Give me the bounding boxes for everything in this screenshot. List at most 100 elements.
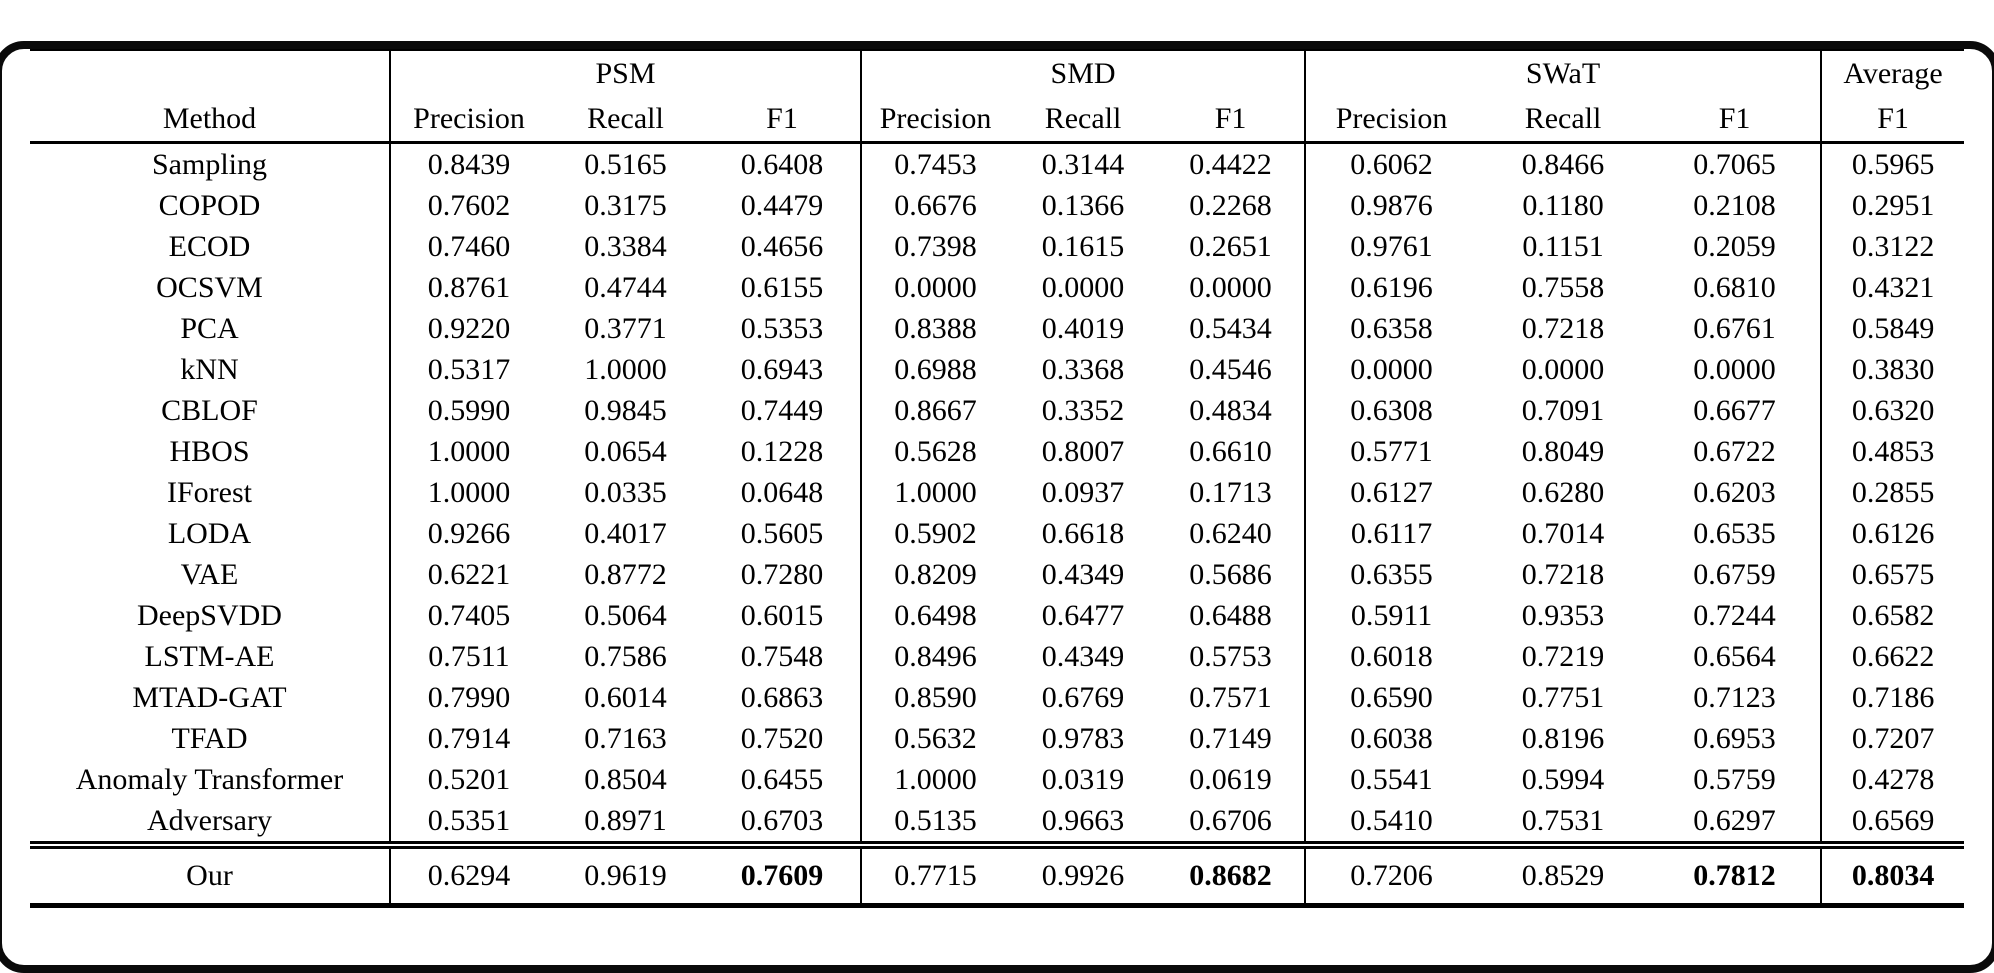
value-cell: 0.6488 <box>1189 598 1272 632</box>
table-row: Sampling 0.8439 0.5165 0.6408 0.7453 0.3144 0.… <box>30 142 1965 185</box>
value-cell: 0.0000 <box>1693 352 1776 386</box>
value-cell: 0.9845 <box>584 393 667 427</box>
header-smd-f1: F1 <box>1157 97 1306 144</box>
value-cell: 0.6677 <box>1693 393 1776 427</box>
value-cell: 1.0000 <box>389 472 547 513</box>
value-cell: 0.6535 <box>1693 516 1776 550</box>
value-cell: 0.5628 <box>860 431 1010 472</box>
value-cell: 0.7511 <box>389 636 547 677</box>
value-cell: 0.1228 <box>740 434 824 468</box>
value-cell: 0.5135 <box>860 800 1010 845</box>
value-cell: 0.7609 <box>704 841 862 906</box>
value-cell: 0.7280 <box>740 557 824 591</box>
method-cell: kNN <box>180 352 239 386</box>
value-cell: 0.6622 <box>1820 636 1965 677</box>
value-cell: 0.5541 <box>1304 759 1478 800</box>
table-row: VAE 0.6221 0.8772 0.7280 0.8209 0.4349 0.5686 0… <box>30 554 1965 595</box>
value-cell: 0.2651 <box>1189 229 1272 263</box>
value-cell: 0.6761 <box>1693 311 1776 345</box>
value-cell: 0.9761 <box>1304 226 1478 267</box>
value-cell: 0.6676 <box>860 185 1010 226</box>
value-cell: 0.7218 <box>1521 311 1605 345</box>
value-cell: 0.8496 <box>860 636 1010 677</box>
value-cell: 0.7586 <box>584 639 667 673</box>
value-cell: 0.6308 <box>1304 390 1478 431</box>
value-cell: 0.8971 <box>584 803 667 837</box>
value-cell: 0.7558 <box>1521 270 1605 304</box>
value-cell: 0.5605 <box>740 516 824 550</box>
value-cell: 0.6240 <box>1189 516 1272 550</box>
value-cell: 0.3122 <box>1820 226 1965 267</box>
value-cell: 1.0000 <box>389 431 547 472</box>
value-cell: 0.6953 <box>1693 721 1776 755</box>
value-cell: 0.7218 <box>1521 557 1605 591</box>
header-swat-f1: F1 <box>1649 97 1822 144</box>
value-cell: 0.5911 <box>1304 595 1478 636</box>
table-row: DeepSVDD 0.7405 0.5064 0.6015 0.6498 0.6477 0.… <box>30 595 1965 636</box>
value-cell: 0.2855 <box>1820 472 1965 513</box>
value-cell: 0.9783 <box>1041 721 1125 755</box>
value-cell: 0.6297 <box>1693 803 1776 837</box>
value-cell: 0.7531 <box>1521 803 1605 837</box>
value-cell: 0.3368 <box>1041 352 1125 386</box>
value-cell: 0.7149 <box>1189 721 1272 755</box>
value-cell: 0.7065 <box>1693 147 1776 181</box>
value-cell: 0.8209 <box>860 554 1010 595</box>
value-cell: 0.5990 <box>389 390 547 431</box>
value-cell: 0.2108 <box>1693 188 1776 222</box>
value-cell: 0.6358 <box>1304 308 1478 349</box>
method-cell: LSTM-AE <box>144 639 275 673</box>
value-cell: 0.7751 <box>1521 680 1605 714</box>
value-cell: 0.7091 <box>1521 393 1605 427</box>
value-cell: 0.7163 <box>584 721 667 755</box>
value-cell: 0.8772 <box>584 557 667 591</box>
method-cell: MTAD-GAT <box>132 680 287 714</box>
value-cell: 0.9876 <box>1304 185 1478 226</box>
value-cell: 0.3771 <box>584 311 667 345</box>
method-cell: TFAD <box>171 721 248 755</box>
value-cell: 0.4834 <box>1189 393 1272 427</box>
header-metrics-row: Method Precision Recall F1 Precision Rec… <box>30 97 1965 144</box>
value-cell: 0.8439 <box>389 142 547 185</box>
value-cell: 0.7206 <box>1304 841 1478 906</box>
value-cell: 0.6355 <box>1304 554 1478 595</box>
value-cell: 0.8590 <box>860 677 1010 718</box>
value-cell: 0.7914 <box>389 718 547 759</box>
value-cell: 0.6610 <box>1189 434 1272 468</box>
value-cell: 1.0000 <box>584 352 667 386</box>
value-cell: 0.7244 <box>1693 598 1776 632</box>
value-cell: 0.7715 <box>860 841 1010 906</box>
value-cell: 0.6810 <box>1693 270 1776 304</box>
value-cell: 0.6769 <box>1041 680 1125 714</box>
value-cell: 0.6203 <box>1693 475 1776 509</box>
header-swat-recall: Recall <box>1477 97 1650 144</box>
value-cell: 0.4422 <box>1189 147 1272 181</box>
value-cell: 0.2268 <box>1189 188 1272 222</box>
value-cell: 0.6196 <box>1304 267 1478 308</box>
value-cell: 0.8388 <box>860 308 1010 349</box>
value-cell: 0.5434 <box>1189 311 1272 345</box>
value-cell: 0.6569 <box>1820 800 1965 845</box>
value-cell: 1.0000 <box>860 759 1010 800</box>
table-row: IForest 1.0000 0.0335 0.0648 1.0000 0.0937 0.1… <box>30 472 1965 513</box>
table-row: ECOD 0.7460 0.3384 0.4656 0.7398 0.1615 0.2651… <box>30 226 1965 267</box>
method-cell: ECOD <box>168 229 251 263</box>
value-cell: 0.1615 <box>1041 229 1125 263</box>
value-cell: 0.9663 <box>1041 803 1125 837</box>
header-group-psm: PSM <box>388 49 862 97</box>
value-cell: 0.6062 <box>1304 142 1478 185</box>
value-cell: 0.6590 <box>1304 677 1478 718</box>
method-cell: VAE <box>180 557 239 591</box>
header-swat-precision: Precision <box>1304 97 1478 144</box>
value-cell: 0.6117 <box>1304 513 1478 554</box>
method-cell: LODA <box>167 516 252 550</box>
value-cell: 0.6015 <box>740 598 824 632</box>
value-cell: 0.8504 <box>584 762 667 796</box>
table-row: Anomaly Transformer 0.5201 0.8504 0.6455 1.0… <box>30 759 1965 800</box>
value-cell: 0.0000 <box>1521 352 1605 386</box>
method-cell: CBLOF <box>161 393 258 427</box>
results-table: PSM SMD SWaT Average Method Precision Re… <box>30 47 1965 908</box>
value-cell: 0.0000 <box>860 267 1010 308</box>
value-cell: 0.6477 <box>1041 598 1125 632</box>
header-group-row: PSM SMD SWaT Average <box>30 49 1965 97</box>
